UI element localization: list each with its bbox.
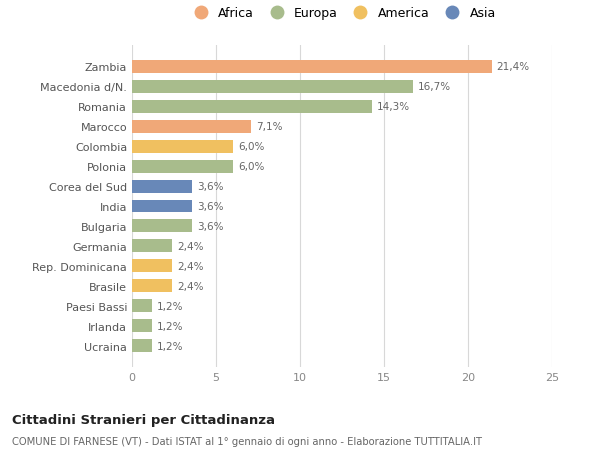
Bar (132, 300, 152, 313)
Text: 6,0%: 6,0% (238, 162, 264, 172)
Text: 1,2%: 1,2% (157, 341, 184, 351)
Text: Cittadini Stranieri per Cittadinanza: Cittadini Stranieri per Cittadinanza (12, 413, 275, 426)
Text: 3,6%: 3,6% (197, 182, 224, 191)
Bar (132, 140, 233, 153)
Bar (132, 340, 152, 353)
Legend: Africa, Europa, America, Asia: Africa, Europa, America, Asia (188, 7, 496, 20)
Text: 16,7%: 16,7% (418, 82, 451, 92)
Text: 1,2%: 1,2% (157, 321, 184, 331)
Text: 3,6%: 3,6% (197, 202, 224, 212)
Text: 14,3%: 14,3% (377, 102, 410, 112)
Bar (132, 220, 193, 233)
Text: 3,6%: 3,6% (197, 222, 224, 231)
Bar (132, 120, 251, 133)
Bar (132, 101, 372, 113)
Bar (132, 280, 172, 293)
Text: 2,4%: 2,4% (178, 281, 204, 291)
Text: 1,2%: 1,2% (157, 301, 184, 311)
Bar (132, 320, 152, 333)
Bar (132, 260, 172, 273)
Text: COMUNE DI FARNESE (VT) - Dati ISTAT al 1° gennaio di ogni anno - Elaborazione TU: COMUNE DI FARNESE (VT) - Dati ISTAT al 1… (12, 436, 482, 446)
Bar (132, 180, 193, 193)
Text: 2,4%: 2,4% (178, 261, 204, 271)
Bar (132, 200, 193, 213)
Text: 2,4%: 2,4% (178, 241, 204, 252)
Text: 21,4%: 21,4% (497, 62, 530, 72)
Bar (132, 160, 233, 173)
Text: 7,1%: 7,1% (256, 122, 283, 132)
Text: 6,0%: 6,0% (238, 142, 264, 152)
Bar (132, 240, 172, 253)
Bar (132, 80, 413, 93)
Bar (132, 61, 491, 73)
